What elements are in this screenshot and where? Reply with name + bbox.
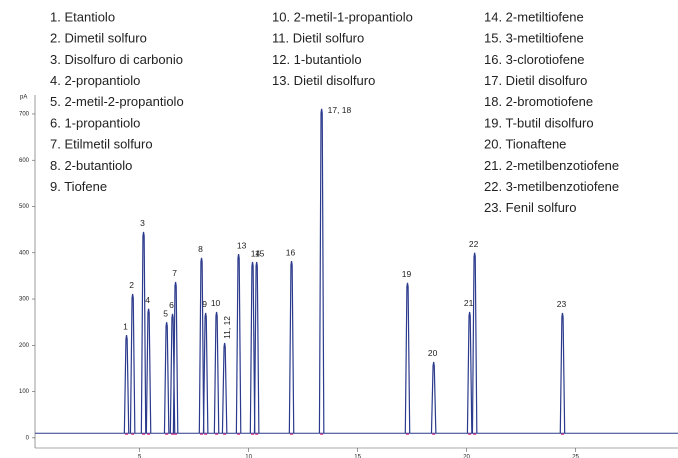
legend-entry: 5. 2-metil-2-propantiolo — [50, 94, 184, 109]
x-tick-label: 5 — [138, 455, 142, 458]
legend-entry: 4. 2-propantiolo — [50, 73, 140, 88]
peak — [163, 322, 170, 434]
y-tick-label: 100 — [19, 389, 30, 395]
y-tick-label: 300 — [19, 297, 30, 303]
peak-label: 4 — [145, 295, 150, 305]
peak-label: 17, 18 — [328, 105, 352, 115]
peak-label: 5 — [163, 308, 168, 318]
legend-entry: 19. T-butil disolfuro — [484, 115, 594, 130]
x-tick-label: 20 — [463, 455, 470, 458]
peak — [221, 342, 228, 434]
peak — [198, 257, 205, 434]
peak-label: 11, 12 — [222, 316, 232, 339]
peak-label: 7 — [172, 268, 177, 278]
x-tick-label: 25 — [572, 455, 579, 458]
peak-label: 15 — [255, 248, 265, 258]
legend-entry: 13. Dietil disolfuro — [272, 73, 375, 88]
peak — [140, 231, 147, 434]
legend-entry: 8. 2-butantiolo — [50, 158, 132, 173]
y-tick-label: 500 — [19, 204, 30, 210]
peak-label: 14 — [251, 248, 261, 258]
legend-entry: 2. Dimetil solfuro — [50, 31, 147, 46]
peak — [123, 335, 130, 434]
y-tick-label: 700 — [19, 112, 30, 118]
peak — [213, 311, 220, 434]
peak-label: 9 — [202, 299, 207, 309]
legend-entry: 17. Dietil disolfuro — [484, 73, 587, 88]
legend-entry: 18. 2-bromotiofene — [484, 94, 593, 109]
peak-label: 20 — [428, 348, 438, 358]
peak — [471, 252, 478, 434]
peak-label: 13 — [237, 240, 247, 250]
peak — [235, 254, 242, 434]
peak-label: 1 — [123, 321, 128, 331]
y-axis-label: pA — [20, 95, 27, 101]
legend-entry: 1. Etantiolo — [50, 9, 115, 24]
peak-label: 2 — [129, 280, 134, 290]
y-tick-label: 400 — [19, 250, 30, 256]
peak-label: 8 — [198, 244, 203, 254]
peak-label: 16 — [286, 247, 296, 257]
legend-entry: 16. 3-clorotiofene — [484, 52, 584, 67]
peak — [172, 281, 179, 434]
peak-label: 3 — [140, 218, 145, 228]
legend-entry: 9. Tiofene — [50, 179, 107, 194]
legend-entry: 21. 2-metilbenzotiofene — [484, 158, 619, 173]
peak — [318, 108, 325, 434]
peak — [145, 308, 152, 434]
x-tick-label: 15 — [354, 455, 361, 458]
peak-label: 10 — [211, 298, 221, 308]
legend-entry: 15. 3-metiltiofene — [484, 31, 584, 46]
x-tick-label: 10 — [245, 455, 252, 458]
legend-entry: 12. 1-butantiolo — [272, 52, 362, 67]
legend-entry: 22. 3-metilbenzotiofene — [484, 179, 619, 194]
peak-label: 6 — [169, 300, 174, 310]
legend-entry: 3. Disolfuro di carbonio — [50, 52, 183, 67]
peak — [430, 361, 437, 434]
peak — [288, 261, 295, 434]
peak — [249, 261, 256, 434]
legend-entry: 6. 1-propantiolo — [50, 115, 140, 130]
peak-label: 22 — [469, 239, 479, 249]
legend-entry: 11. Dietil solfuro — [272, 31, 364, 46]
peak — [466, 311, 473, 434]
peak-label: 23 — [557, 299, 567, 309]
y-tick-label: 200 — [19, 343, 30, 349]
peak — [559, 312, 566, 434]
legend-entry: 23. Fenil solfuro — [484, 200, 577, 215]
peak — [202, 312, 209, 434]
legend-entry: 14. 2-metiltiofene — [484, 9, 584, 24]
peak — [253, 261, 260, 434]
peak-label: 19 — [402, 269, 412, 279]
peak-label: 21 — [464, 298, 474, 308]
legend-entry: 7. Etilmetil solfuro — [50, 137, 153, 152]
peak — [404, 282, 411, 434]
legend-entry: 20. Tionaftene — [484, 137, 566, 152]
peak — [129, 293, 136, 434]
y-tick-label: 0 — [26, 435, 30, 441]
y-tick-label: 600 — [19, 158, 30, 164]
legend-entry: 10. 2-metil-1-propantiolo — [272, 9, 413, 24]
